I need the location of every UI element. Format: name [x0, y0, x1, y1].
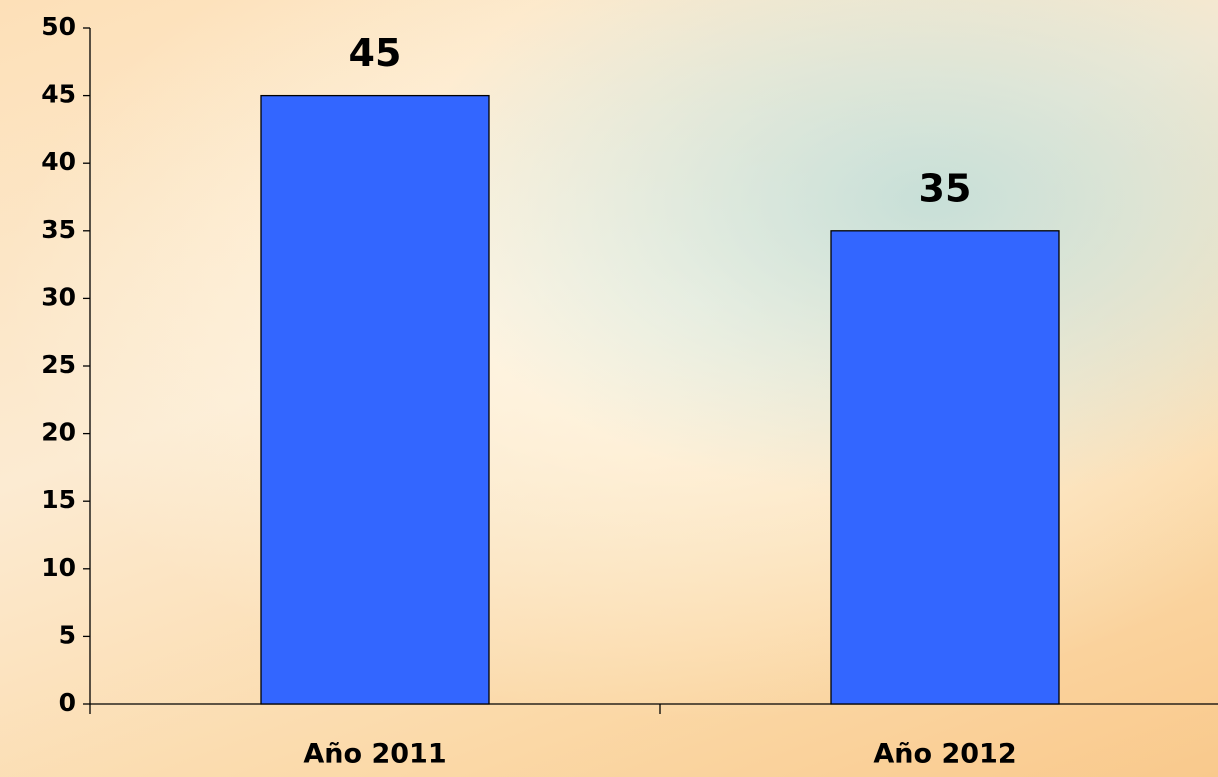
x-tick-label: Año 2011: [303, 739, 446, 770]
y-tick-label: 25: [41, 350, 76, 379]
x-tick-label: Año 2012: [873, 739, 1016, 770]
y-tick-label: 15: [41, 485, 76, 514]
y-tick-label: 10: [41, 553, 76, 582]
data-label: 45: [349, 31, 402, 75]
y-tick-label: 35: [41, 215, 76, 244]
y-tick-label: 45: [41, 80, 76, 109]
y-tick-label: 20: [41, 418, 76, 447]
data-label: 35: [919, 166, 972, 210]
y-tick-label: 5: [59, 620, 76, 649]
y-tick-label: 30: [41, 282, 76, 311]
y-tick-label: 0: [59, 688, 76, 717]
y-tick-label: 50: [41, 12, 76, 41]
y-tick-label: 40: [41, 147, 76, 176]
bar: [260, 94, 490, 705]
bar: [830, 230, 1060, 705]
